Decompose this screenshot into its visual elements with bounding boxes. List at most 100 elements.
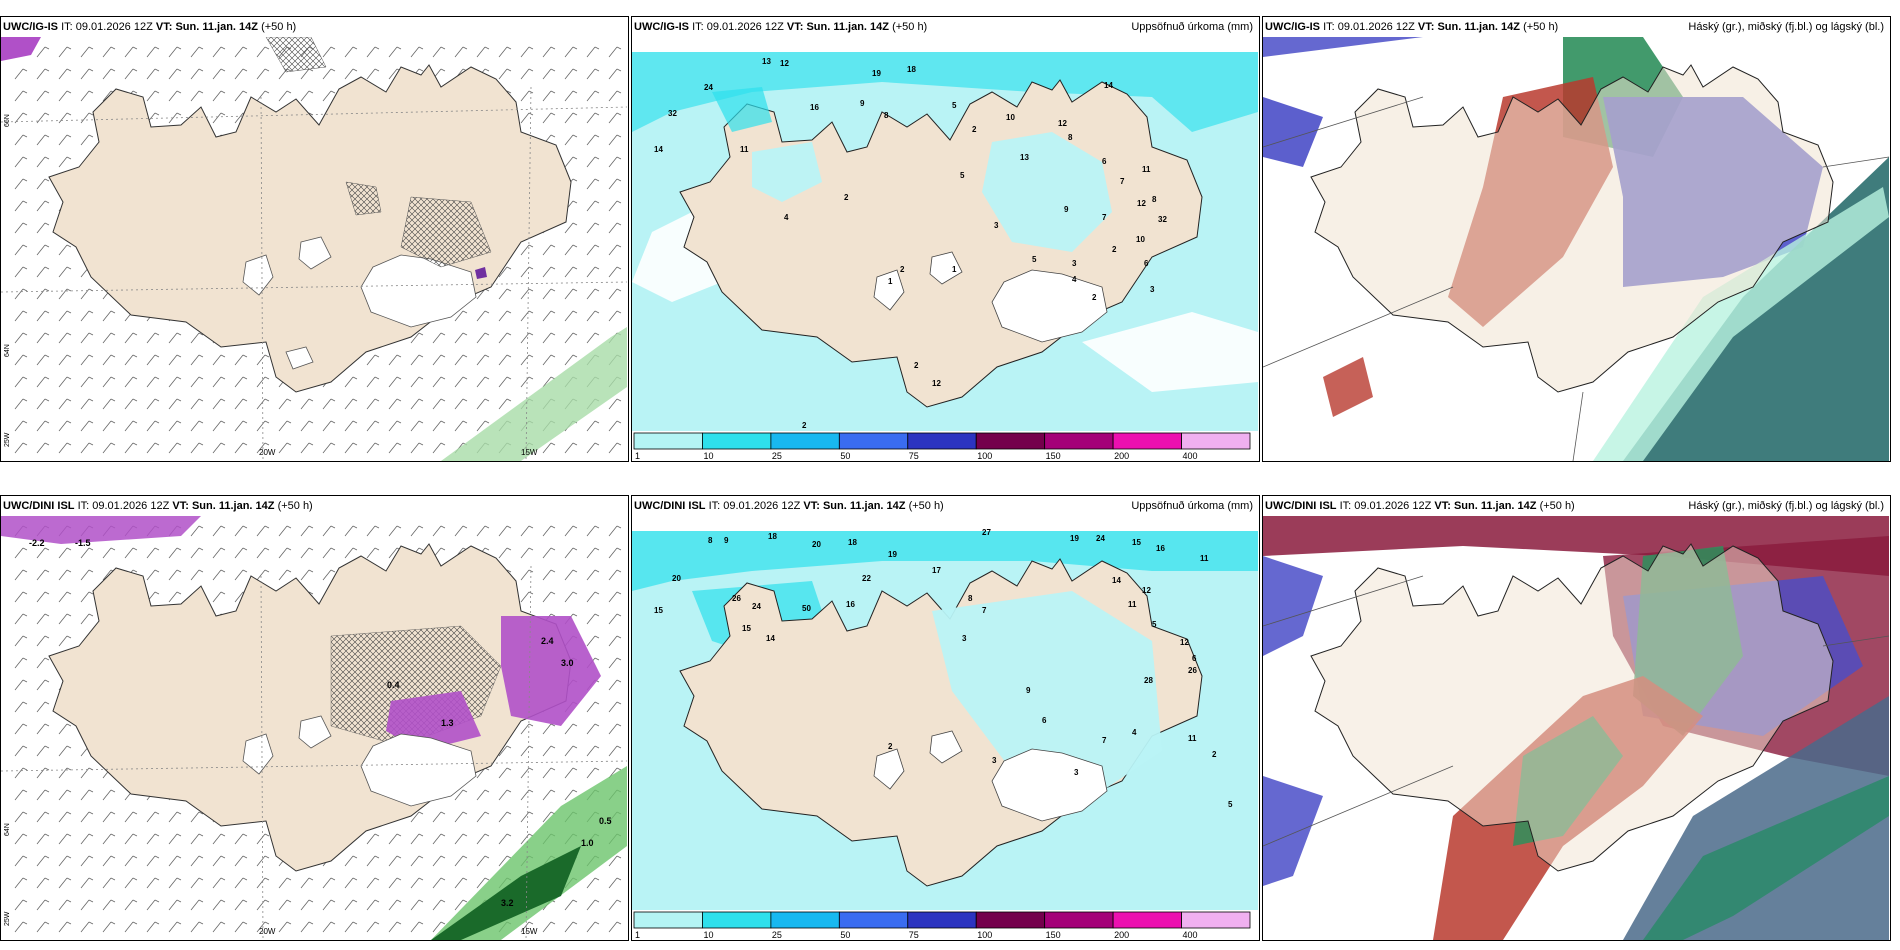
- wind-barb: [498, 767, 512, 779]
- wind-barb: [58, 332, 72, 344]
- wind-barb: [410, 899, 424, 911]
- wind-barb: [80, 613, 94, 625]
- wind-barb: [102, 398, 116, 410]
- wind-barb: [80, 811, 94, 823]
- wind-barb: [498, 398, 512, 410]
- svg-text:14: 14: [766, 634, 775, 643]
- wind-barb: [234, 68, 248, 80]
- wind-barb: [190, 833, 204, 845]
- wind-barb: [542, 921, 556, 933]
- svg-text:15: 15: [742, 624, 751, 633]
- wind-barb: [454, 811, 468, 823]
- wind-barb: [476, 877, 490, 889]
- svg-text:8: 8: [1068, 133, 1073, 142]
- wind-barb: [58, 877, 72, 889]
- wind-barb: [344, 46, 358, 58]
- wind-barb: [58, 288, 72, 300]
- land-iceland: [1310, 543, 1834, 872]
- svg-text:18: 18: [768, 532, 777, 541]
- wind-barb: [190, 46, 204, 58]
- wind-barb: [454, 376, 468, 388]
- wind-barb: [608, 398, 622, 410]
- wind-barb: [102, 420, 116, 432]
- wind-barb: [564, 156, 578, 168]
- wind-barb: [322, 547, 336, 559]
- wind-barb: [564, 745, 578, 757]
- wind-barb: [124, 442, 138, 454]
- legend-label: 100: [977, 930, 992, 940]
- wind-barb: [256, 68, 270, 80]
- wind-barb: [168, 90, 182, 102]
- wind-barb: [388, 442, 402, 454]
- wind-barb: [14, 68, 28, 80]
- wind-barb: [388, 376, 402, 388]
- wind-barb: [36, 701, 50, 713]
- wind-barb: [36, 90, 50, 102]
- wind-barb: [36, 789, 50, 801]
- wind-barb: [432, 332, 446, 344]
- wind-barb: [542, 332, 556, 344]
- wind-barb: [190, 921, 204, 933]
- wind-barb: [608, 222, 622, 234]
- wind-barb: [14, 547, 28, 559]
- wind-barb: [14, 591, 28, 603]
- panel-field-title: Háský (gr.), miðský (fj.bl.) og lágský (…: [1688, 21, 1884, 33]
- wind-barb: [212, 899, 226, 911]
- wind-barb: [256, 376, 270, 388]
- wind-barb: [80, 547, 94, 559]
- wind-barb: [14, 376, 28, 388]
- wind-barb: [278, 398, 292, 410]
- wind-barb: [36, 921, 50, 933]
- wind-barb: [102, 547, 116, 559]
- glacier-myrdals: [285, 346, 314, 370]
- wind-barb: [366, 68, 380, 80]
- wind-barb: [234, 547, 248, 559]
- wind-barb: [14, 635, 28, 647]
- wind-barb: [410, 811, 424, 823]
- wind-barb: [608, 723, 622, 735]
- wind-barb: [608, 288, 622, 300]
- wind-barb: [190, 420, 204, 432]
- legend-swatch: [907, 911, 977, 929]
- wind-barb: [212, 90, 226, 102]
- svg-text:2: 2: [914, 361, 919, 370]
- wind-barb: [520, 112, 534, 124]
- wind-barb: [80, 855, 94, 867]
- wind-barb: [234, 354, 248, 366]
- wind-barb: [58, 613, 72, 625]
- wind-barb: [410, 420, 424, 432]
- wind-barb: [168, 591, 182, 603]
- wind-barb: [608, 200, 622, 212]
- wind-barb: [278, 569, 292, 581]
- wind-barb: [190, 332, 204, 344]
- wind-barb: [520, 332, 534, 344]
- wind-barb: [520, 68, 534, 80]
- wind-barb: [36, 376, 50, 388]
- wind-barb: [168, 569, 182, 581]
- wind-barb: [80, 134, 94, 146]
- snow-patch-topleft: [1, 37, 41, 61]
- wind-barb: [14, 899, 28, 911]
- wind-barb: [498, 332, 512, 344]
- wind-barb: [388, 354, 402, 366]
- wind-barb: [102, 354, 116, 366]
- wind-barb: [586, 68, 600, 80]
- wind-barb: [564, 921, 578, 933]
- svg-text:3: 3: [994, 221, 999, 230]
- wind-barb: [212, 591, 226, 603]
- wind-barb: [498, 354, 512, 366]
- wind-barb: [256, 899, 270, 911]
- value-label: 3.2: [501, 898, 514, 908]
- wind-barb: [454, 899, 468, 911]
- wind-barb: [586, 332, 600, 344]
- wind-barb: [14, 679, 28, 691]
- wind-barb: [14, 877, 28, 889]
- wind-barb: [58, 833, 72, 845]
- wind-barb: [344, 525, 358, 537]
- wind-barb: [454, 833, 468, 845]
- wind-barb: [322, 877, 336, 889]
- wind-barb: [234, 877, 248, 889]
- legend-label: 10: [703, 451, 713, 461]
- wind-barb: [58, 134, 72, 146]
- wind-barb: [608, 569, 622, 581]
